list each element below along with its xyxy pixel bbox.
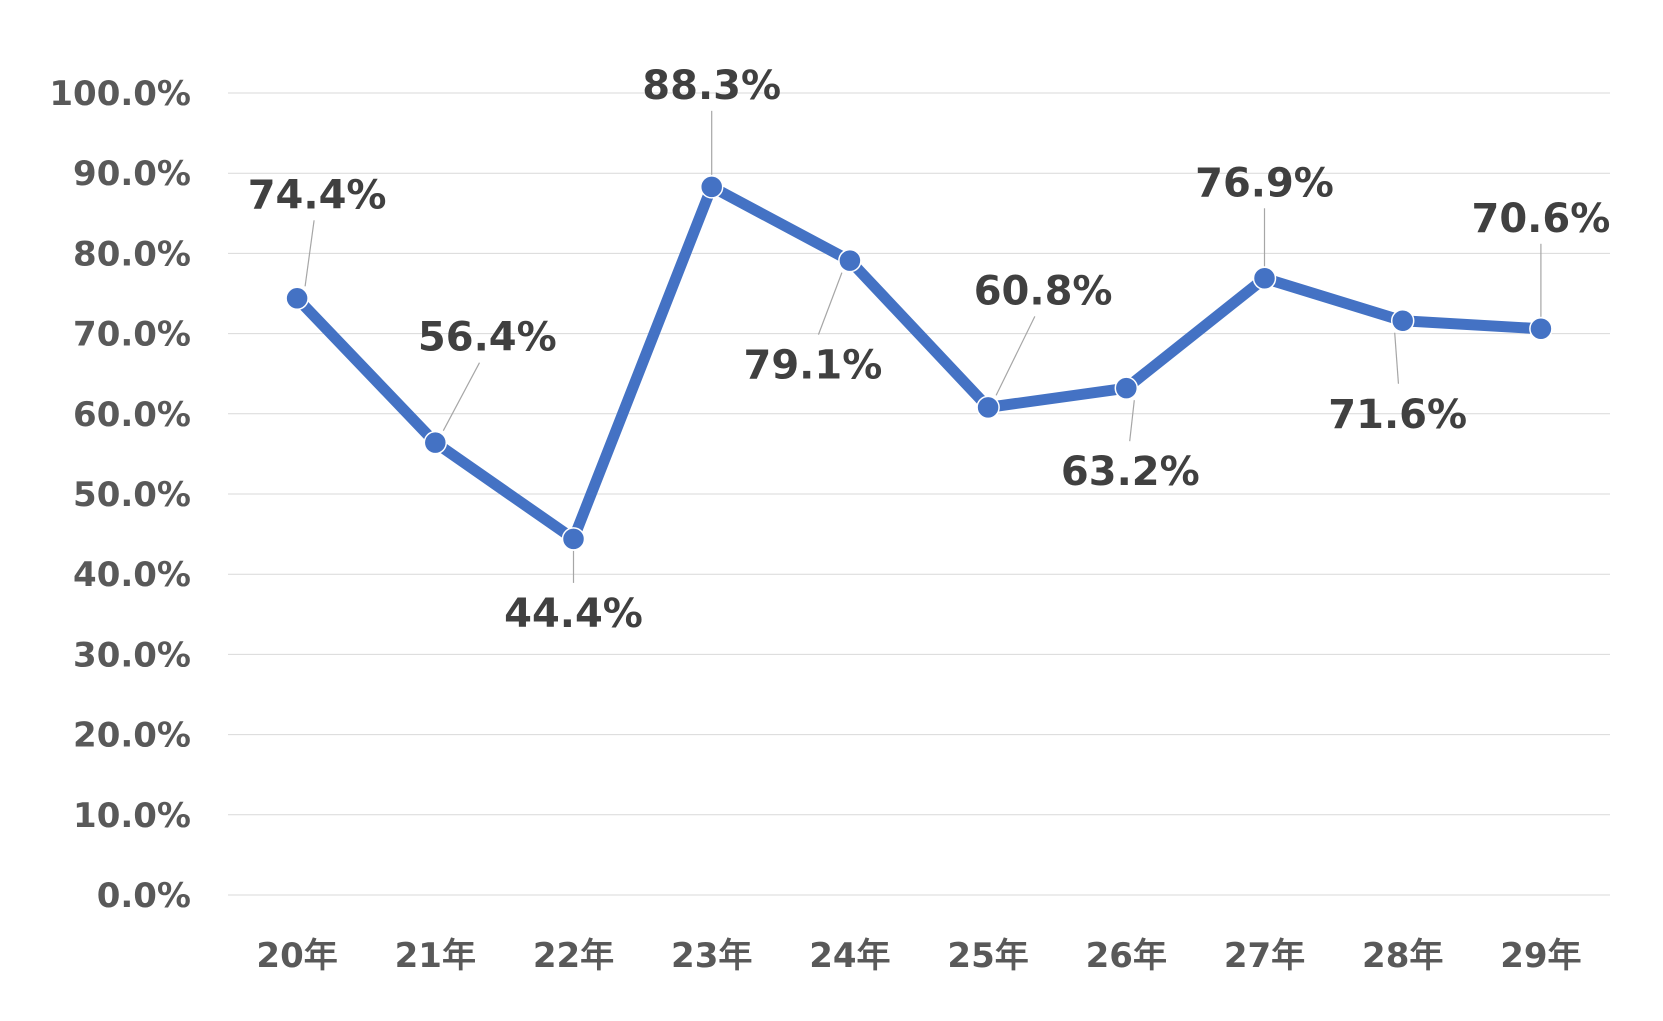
data-label: 79.1% bbox=[744, 343, 883, 389]
data-label-leader-line bbox=[817, 272, 843, 335]
data-point-marker bbox=[1529, 317, 1553, 341]
data-point-marker bbox=[838, 248, 862, 273]
data-label-leader-line bbox=[304, 220, 315, 287]
x-tick-label: 28年 bbox=[1362, 936, 1443, 976]
x-tick-label: 21年 bbox=[395, 936, 476, 976]
data-label: 88.3% bbox=[642, 63, 781, 109]
data-labels: 74.4% 56.4% 44.4% 88.3% 79.1% 60.8% 63.2% 76.9%… bbox=[248, 63, 1611, 637]
data-label: 44.4% bbox=[504, 591, 643, 637]
data-label: 71.6% bbox=[1328, 392, 1467, 438]
data-label: 76.9% bbox=[1195, 160, 1334, 206]
series-line-group bbox=[285, 175, 1553, 551]
x-tick-label: 27年 bbox=[1224, 936, 1305, 976]
data-label-leader-line bbox=[1129, 400, 1135, 442]
data-label-leader-line bbox=[995, 316, 1036, 396]
gridlines bbox=[228, 92, 1610, 896]
data-label: 70.6% bbox=[1472, 196, 1611, 242]
x-tick-label: 25年 bbox=[947, 936, 1028, 976]
y-tick-label: 40.0% bbox=[73, 555, 191, 595]
data-label-leader-lines bbox=[304, 110, 1542, 583]
y-tick-label: 50.0% bbox=[73, 475, 191, 515]
data-point-marker bbox=[1114, 376, 1139, 400]
y-tick-label: 100.0% bbox=[49, 74, 191, 114]
y-tick-label: 0.0% bbox=[97, 876, 191, 916]
y-tick-label: 80.0% bbox=[73, 234, 191, 274]
data-label: 63.2% bbox=[1061, 449, 1200, 495]
y-tick-label: 20.0% bbox=[73, 716, 191, 756]
data-label: 60.8% bbox=[974, 268, 1113, 314]
data-point-marker bbox=[1390, 309, 1415, 333]
y-tick-label: 10.0% bbox=[73, 796, 191, 836]
data-label: 56.4% bbox=[418, 315, 557, 361]
y-tick-label: 60.0% bbox=[73, 395, 191, 435]
x-tick-label: 26年 bbox=[1086, 936, 1167, 976]
data-point-marker bbox=[1252, 266, 1277, 291]
y-tick-label: 90.0% bbox=[73, 154, 191, 194]
data-label: 74.4% bbox=[248, 172, 387, 218]
y-tick-label: 30.0% bbox=[73, 635, 191, 675]
y-tick-label: 70.0% bbox=[73, 315, 191, 355]
data-point-marker bbox=[561, 527, 586, 551]
data-point-marker bbox=[699, 175, 724, 199]
x-tick-label: 23年 bbox=[671, 936, 752, 976]
y-axis-tick-labels: 0.0% 10.0% 20.0% 30.0% 40.0% 50.0% 60.0% 70.0% 8… bbox=[49, 74, 191, 916]
data-point-marker bbox=[423, 430, 448, 455]
x-tick-label: 20年 bbox=[256, 936, 337, 976]
series-line bbox=[291, 181, 1547, 545]
x-tick-label: 22年 bbox=[533, 936, 614, 976]
x-axis-tick-labels: 20年 21年 22年 23年 24年 25年 26年 27年 28年 29年 bbox=[256, 936, 1581, 976]
data-point-marker bbox=[976, 395, 1000, 420]
x-tick-label: 29年 bbox=[1500, 936, 1581, 976]
data-point-marker bbox=[285, 286, 309, 311]
data-label-leader-line bbox=[442, 362, 481, 431]
x-tick-label: 24年 bbox=[809, 936, 890, 976]
data-label-leader-line bbox=[1394, 332, 1400, 384]
